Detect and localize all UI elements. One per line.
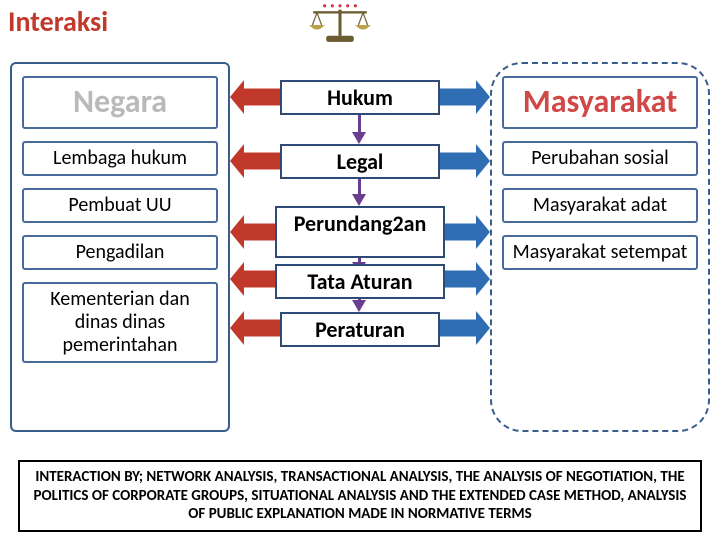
left-panel: Negara Lembaga hukum Pembuat UU Pengadil… [10, 62, 230, 432]
footer-note: INTERACTION BY; NETWORK ANALYSIS, TRANSA… [18, 460, 702, 532]
right-item: Perubahan sosial [502, 141, 698, 176]
down-arrow-stem [358, 178, 361, 194]
right-header: Masyarakat [502, 76, 698, 129]
left-item: Pengadilan [22, 235, 218, 270]
flow-box: Hukum [280, 80, 440, 115]
down-arrow-head [352, 194, 366, 206]
down-arrow-stem [358, 114, 361, 132]
flow-box: Peraturan [280, 312, 440, 347]
flow-box: Perundang2an [275, 206, 445, 258]
down-arrow-head [352, 132, 366, 144]
scales-icon [300, 2, 380, 48]
flow-box: Tata Aturan [275, 264, 445, 299]
right-panel: Masyarakat Perubahan sosial Masyarakat a… [490, 62, 710, 432]
flow-box: Legal [280, 144, 440, 179]
right-item: Masyarakat setempat [502, 235, 698, 270]
right-item: Masyarakat adat [502, 188, 698, 223]
left-header: Negara [22, 76, 218, 129]
page-title: Interaksi [8, 4, 108, 39]
middle-flow: Hukum Legal Perundang2an Tata Aturan Peratur… [250, 62, 470, 432]
left-item: Kementerian dan dinas dinas pemerintahan [22, 282, 218, 363]
left-item: Pembuat UU [22, 188, 218, 223]
left-item: Lembaga hukum [22, 141, 218, 176]
